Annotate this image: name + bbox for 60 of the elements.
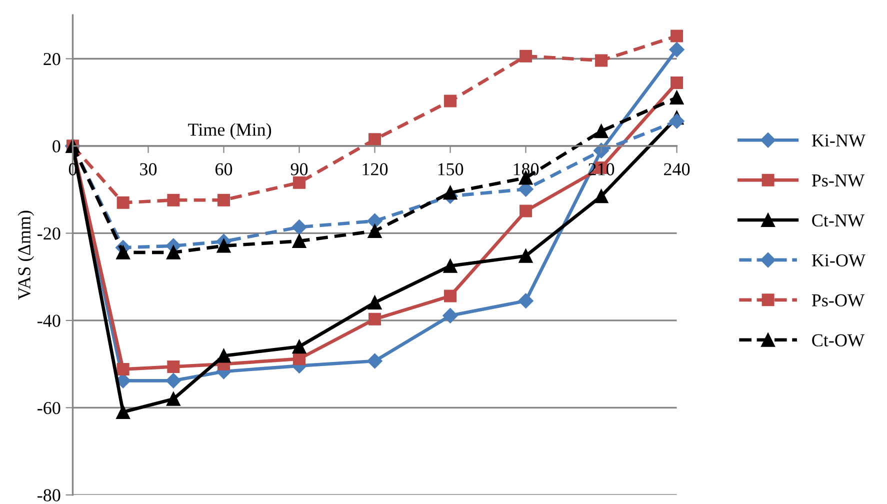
point [520, 204, 532, 218]
point [594, 124, 608, 138]
legend-label: Ki-NW [812, 134, 866, 147]
point [216, 348, 231, 363]
y-tick-label: -60 [38, 402, 60, 414]
point [518, 248, 533, 263]
point [444, 290, 457, 302]
point [116, 363, 130, 376]
x-axis-title: Time (Min) [188, 123, 272, 140]
point [368, 296, 382, 310]
y-tick-label: 0 [52, 140, 60, 152]
point [669, 42, 684, 58]
x-tick-label: 30 [140, 163, 157, 176]
legend-label: Ki-OW [812, 254, 866, 267]
point [518, 293, 534, 308]
point [520, 50, 532, 62]
point [368, 224, 382, 238]
x-tick-label: 150 [438, 163, 464, 176]
point [670, 76, 684, 89]
legend-label: Ct-NW [812, 214, 864, 227]
point [368, 133, 382, 146]
point [292, 340, 306, 354]
point [217, 194, 230, 206]
point [116, 405, 130, 419]
legend-label: Ps-NW [812, 174, 865, 187]
point [443, 186, 458, 200]
x-tick-label: 60 [215, 163, 232, 176]
point [670, 90, 684, 105]
point [293, 176, 306, 189]
point [292, 234, 306, 248]
point [166, 392, 180, 406]
point [444, 94, 457, 108]
point [116, 196, 130, 209]
point [293, 352, 306, 366]
point [670, 30, 684, 42]
y-tick-label: -80 [38, 489, 60, 502]
point [443, 258, 458, 273]
y-axis-title: VAS (Δmm) [18, 210, 34, 300]
y-tick-label: 20 [44, 52, 60, 66]
point [367, 213, 382, 229]
point [594, 189, 608, 204]
point [216, 238, 231, 253]
point [669, 114, 684, 129]
point [368, 312, 382, 326]
point [367, 353, 382, 369]
legend-label: Ps-OW [812, 294, 865, 307]
point [595, 54, 608, 67]
y-tick-label: -20 [38, 227, 60, 240]
legend-label: Ct-OW [812, 334, 864, 346]
point [166, 245, 180, 260]
point [292, 220, 307, 235]
x-tick-label: 240 [664, 163, 690, 176]
point [166, 373, 181, 388]
x-tick-label: 120 [362, 163, 388, 176]
point [442, 308, 458, 324]
point [167, 360, 180, 373]
x-tick-label: 90 [290, 163, 308, 176]
y-tick-label: -40 [38, 314, 60, 327]
point [116, 245, 130, 260]
point [167, 194, 180, 206]
